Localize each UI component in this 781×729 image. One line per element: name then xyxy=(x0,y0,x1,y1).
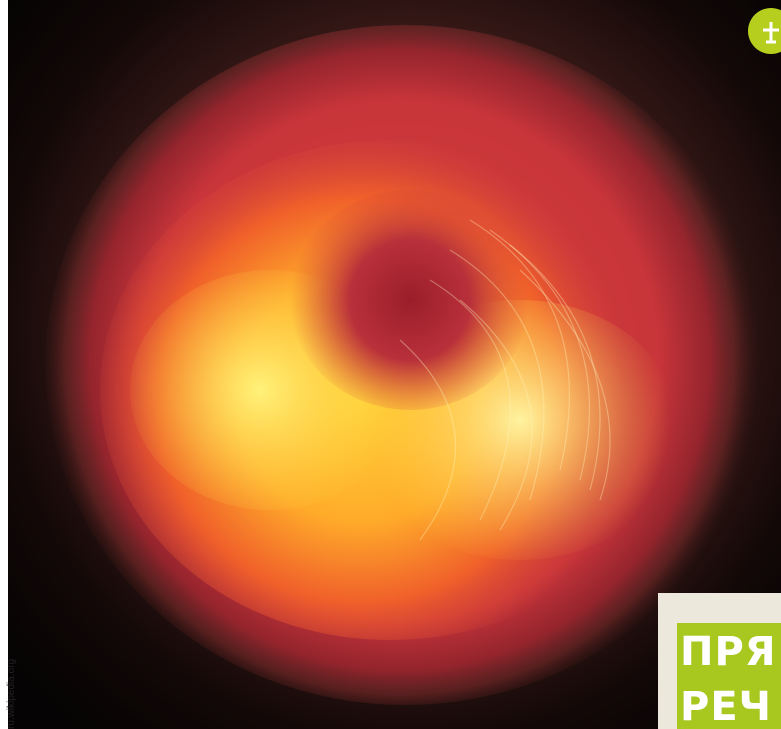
shadow xyxy=(290,190,530,410)
icon-glyph xyxy=(763,22,779,44)
photo-credit: ru.wikipedia.org xyxy=(6,659,17,729)
badge-line: РЕЧ xyxy=(680,684,772,729)
polarization-lines xyxy=(399,219,611,541)
badge xyxy=(677,623,781,729)
badge-line: ПРЯ xyxy=(680,629,777,675)
